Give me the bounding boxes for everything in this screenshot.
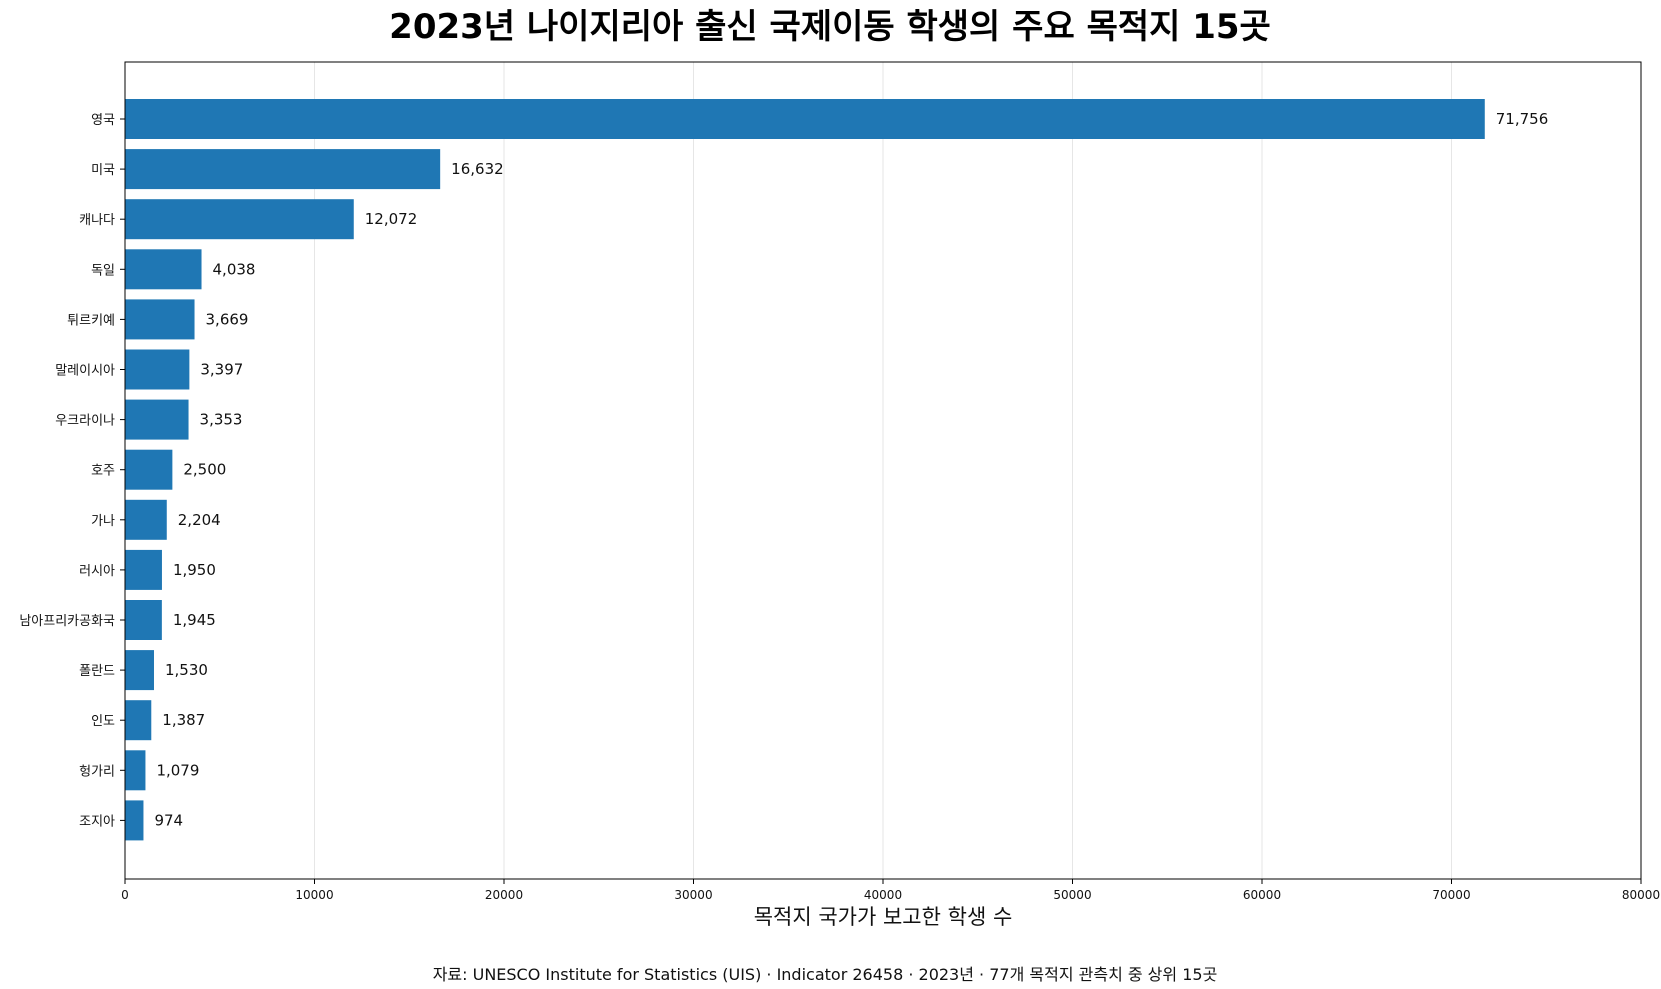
y-axis: 영국미국캐나다독일튀르키예말레이시아우크라이나호주가나러시아남아프리카공화국폴란… [19,113,125,829]
category-label: 튀르키예 [67,313,115,328]
value-label: 3,397 [200,361,243,379]
bar [125,99,1485,139]
category-label: 우크라이나 [55,414,115,429]
category-label: 러시아 [79,564,115,579]
category-label: 미국 [91,163,115,178]
bar [125,199,354,240]
bar [125,700,152,741]
bar [125,299,195,340]
x-tick-label: 40000 [864,888,902,902]
source-note: 자료: UNESCO Institute for Statistics (UIS… [433,965,1218,984]
value-label: 4,038 [213,260,256,278]
bar [125,549,162,590]
bar [125,149,441,190]
category-label: 폴란드 [79,664,115,679]
category-label: 조지아 [79,814,115,829]
category-label: 말레이시아 [55,364,115,379]
category-label: 인도 [91,714,115,729]
category-label: 독일 [91,263,115,278]
value-label: 3,353 [200,411,243,429]
value-label: 1,950 [173,561,216,579]
x-tick-label: 30000 [674,888,712,902]
value-label: 71,756 [1496,110,1549,128]
category-label: 남아프리카공화국 [19,614,115,629]
x-tick-label: 10000 [295,888,333,902]
bar [125,349,190,390]
value-label: 2,204 [178,511,221,529]
bar [125,399,189,440]
x-tick-label: 70000 [1432,888,1470,902]
x-tick-label: 60000 [1243,888,1281,902]
bar-layer: 71,756 16,632 12,072 4,038 3,669 3,397 3,353 2,… [125,99,1549,841]
bar [125,600,162,640]
value-label: 1,945 [173,611,216,629]
value-label: 3,669 [206,310,249,328]
value-label: 1,530 [165,661,208,679]
x-tick-label: 50000 [1053,888,1091,902]
value-label: 974 [154,811,183,829]
category-label: 영국 [91,113,115,128]
x-tick-label: 20000 [485,888,523,902]
x-axis: 0 10000 20000 30000 40000 50000 60000 70000 8000… [121,879,1660,902]
category-label: 호주 [91,464,115,479]
x-tick-label: 0 [121,888,129,902]
value-label: 12,072 [365,210,418,228]
bar [125,249,202,290]
value-label: 16,632 [451,160,504,178]
category-label: 가나 [91,514,115,529]
chart-title: 2023년 나이지리아 출신 국제이동 학생의 주요 목적지 15곳 [389,7,1271,47]
bar [125,750,146,791]
value-label: 1,079 [156,761,199,779]
bar [125,449,173,490]
bar [125,499,167,540]
x-tick-label: 80000 [1622,888,1660,902]
bar [125,650,154,691]
category-label: 헝가리 [79,764,115,779]
value-label: 1,387 [162,711,205,729]
x-axis-label: 목적지 국가가 보고한 학생 수 [754,905,1013,929]
value-label: 2,500 [183,461,226,479]
bar [125,800,144,841]
category-label: 캐나다 [79,213,115,228]
